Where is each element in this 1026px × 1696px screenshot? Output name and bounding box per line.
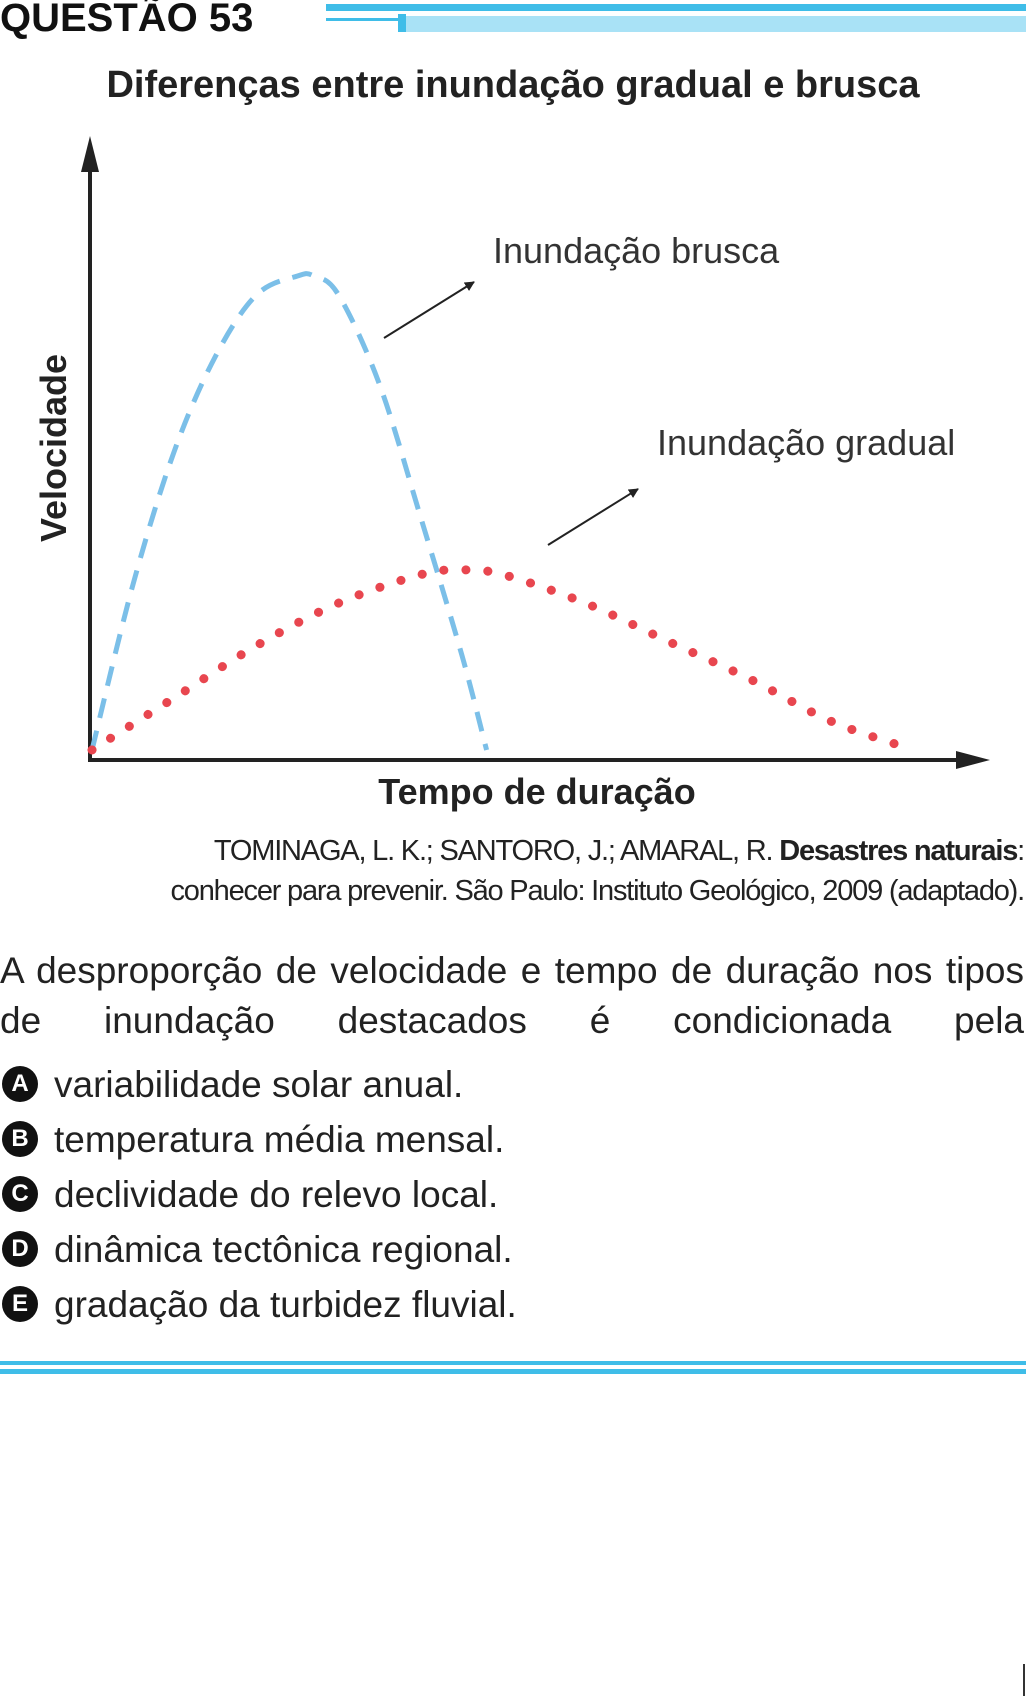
annotation-arrow-brusca [383,281,475,339]
series-line-inundacao-brusca [89,271,490,751]
y-axis-label: Velocidade [33,354,74,542]
chart-svg: Diferenças entre inundação gradual e bru… [33,64,990,812]
question-line-2: tipos de inundação destacados é condicio… [0,950,1025,1041]
question-text: A desproporção de velocidade e tempo de … [0,946,1024,1096]
source-colon: : [1017,835,1025,867]
header-decorative-rule [326,4,1026,32]
option-letter-badge: A [2,1066,38,1102]
page-corner-mark [1023,1664,1025,1696]
series-line-inundacao-gradual [87,565,919,755]
annotation-label-brusca: Inundação brusca [493,230,780,271]
source-line-1: TOMINAGA, L. K.; SANTORO, J.; AMARAL, R.… [0,831,1025,871]
chart-title: Diferenças entre inundação gradual e bru… [106,64,920,106]
annotation-arrow-gradual [547,488,639,546]
question-number: QUESTÃO 53 [0,0,254,40]
source-book-title: Desastres naturais [779,835,1018,867]
option-text: gradação da turbidez fluvial. [54,1284,517,1325]
annotation-label-gradual: Inundação gradual [657,422,955,463]
question-line-1: A desproporção de velocidade e tempo de … [0,950,933,991]
y-axis-arrowhead [81,136,99,172]
option-letter-badge: E [2,1286,38,1322]
option-text: declividade do relevo local. [54,1174,499,1215]
option-letter-badge: B [2,1121,38,1157]
option-text: dinâmica tectônica regional. [54,1229,513,1270]
source-citation: TOMINAGA, L. K.; SANTORO, J.; AMARAL, R.… [0,831,1026,911]
x-axis-label: Tempo de duração [378,771,695,812]
option-text: temperatura média mensal. [54,1119,505,1160]
x-axis-arrowhead [956,751,990,769]
source-authors: TOMINAGA, L. K.; SANTORO, J.; AMARAL, R. [213,835,780,867]
chart: Diferenças entre inundação gradual e bru… [0,60,1026,820]
footer-rule [0,1361,1026,1375]
option-letter-badge: D [2,1231,38,1267]
source-line-2: conhecer para prevenir. São Paulo: Insti… [170,875,1026,907]
option-text: variabilidade solar anual. [54,1064,464,1105]
option-letter-badge: C [2,1176,38,1212]
